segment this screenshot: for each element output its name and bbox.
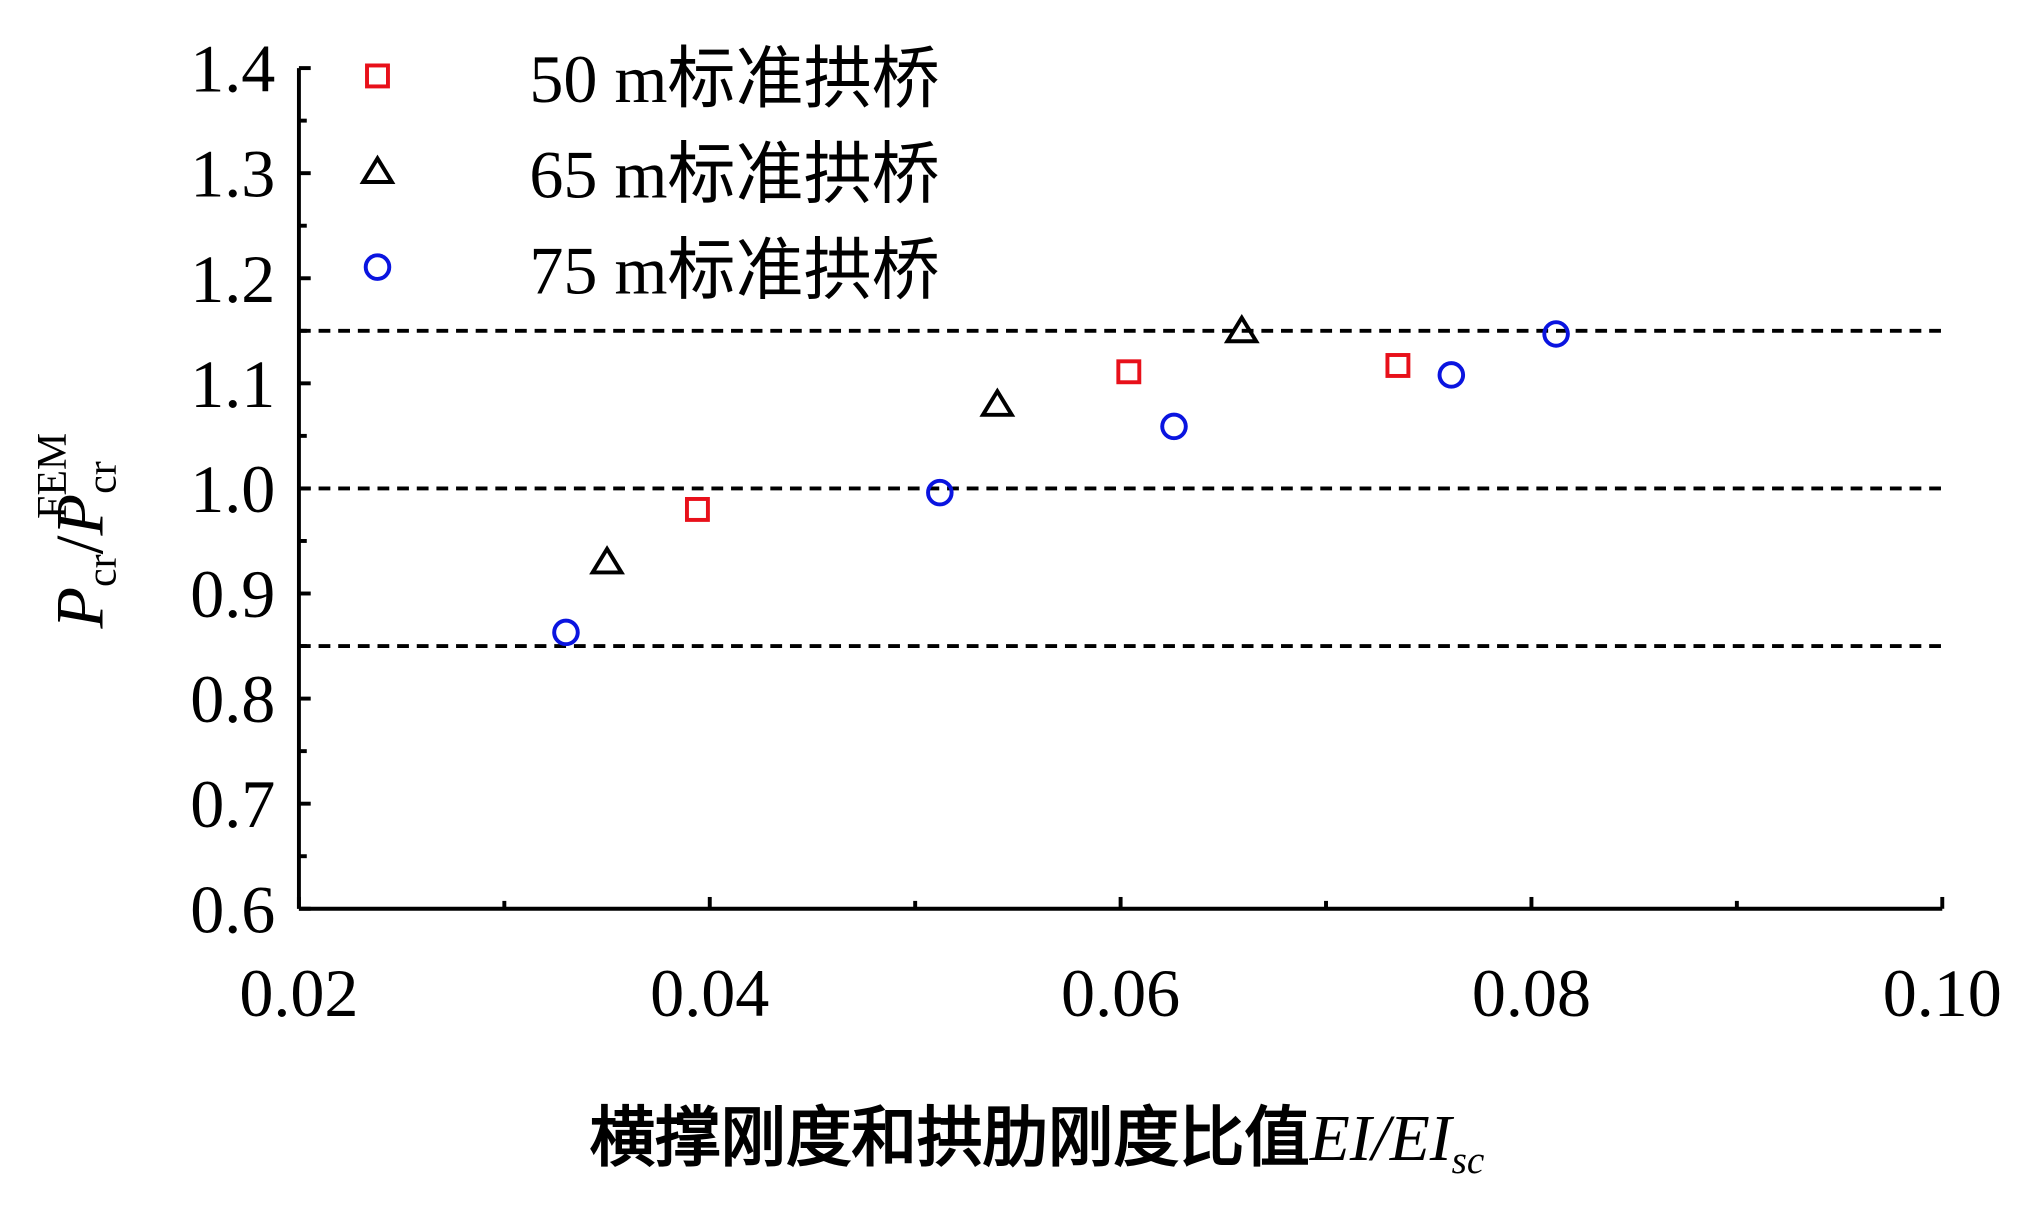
- data-point-circle: [1160, 412, 1188, 441]
- x-tick-label: 0.10: [1883, 955, 2002, 1031]
- data-point-square: [1385, 353, 1411, 378]
- y-tick-label: 1.4: [190, 31, 275, 107]
- data-points: [552, 313, 1570, 647]
- data-point-triangle: [979, 387, 1016, 417]
- x-tick-label: 0.04: [650, 955, 769, 1031]
- y-tick-label: 0.6: [190, 871, 275, 947]
- data-point-square: [1116, 359, 1142, 385]
- reference-lines: [298, 328, 1943, 649]
- data-point-circle: [1437, 361, 1466, 389]
- x-tick-label: 0.02: [239, 955, 358, 1031]
- legend-label: 65 m标准拱桥: [529, 137, 939, 213]
- data-point-triangle: [589, 545, 625, 575]
- y-tick-label: 1.1: [190, 346, 275, 422]
- legend-marker-circle: [363, 253, 392, 281]
- y-tick-label: 0.9: [190, 556, 275, 632]
- y-tick-label: 1.0: [190, 451, 275, 527]
- y-tick-label: 0.7: [190, 766, 275, 842]
- data-point-triangle: [1223, 313, 1260, 344]
- data-point-circle: [1542, 320, 1570, 348]
- x-tick-label: 0.06: [1061, 955, 1180, 1031]
- x-axis-label: 横撑刚度和拱肋刚度比值EI/EIsc: [590, 1100, 1485, 1182]
- x-tick-label: 0.08: [1472, 955, 1591, 1031]
- data-point-circle: [552, 618, 580, 647]
- legend-marker-square: [365, 63, 390, 89]
- legend-label: 75 m标准拱桥: [529, 232, 939, 308]
- legend: 50 m标准拱桥 65 m标准拱桥 75 m标准拱桥: [359, 41, 940, 308]
- y-tick-label: 0.8: [190, 661, 275, 737]
- axes: [296, 66, 1945, 911]
- tick-labels: 0.6 0.7 0.8 0.9 1.0 1.1 1.2 1.3 1.4 0.02 0.04 0.06 0…: [190, 31, 2002, 1031]
- y-axis-label: Pcr/PcrFEM: [30, 433, 126, 630]
- legend-label: 50 m标准拱桥: [529, 41, 939, 117]
- data-point-circle: [926, 478, 954, 507]
- y-tick-label: 1.2: [190, 241, 275, 317]
- y-tick-label: 1.3: [190, 136, 275, 212]
- legend-marker-triangle: [359, 154, 396, 184]
- data-point-square: [684, 497, 710, 522]
